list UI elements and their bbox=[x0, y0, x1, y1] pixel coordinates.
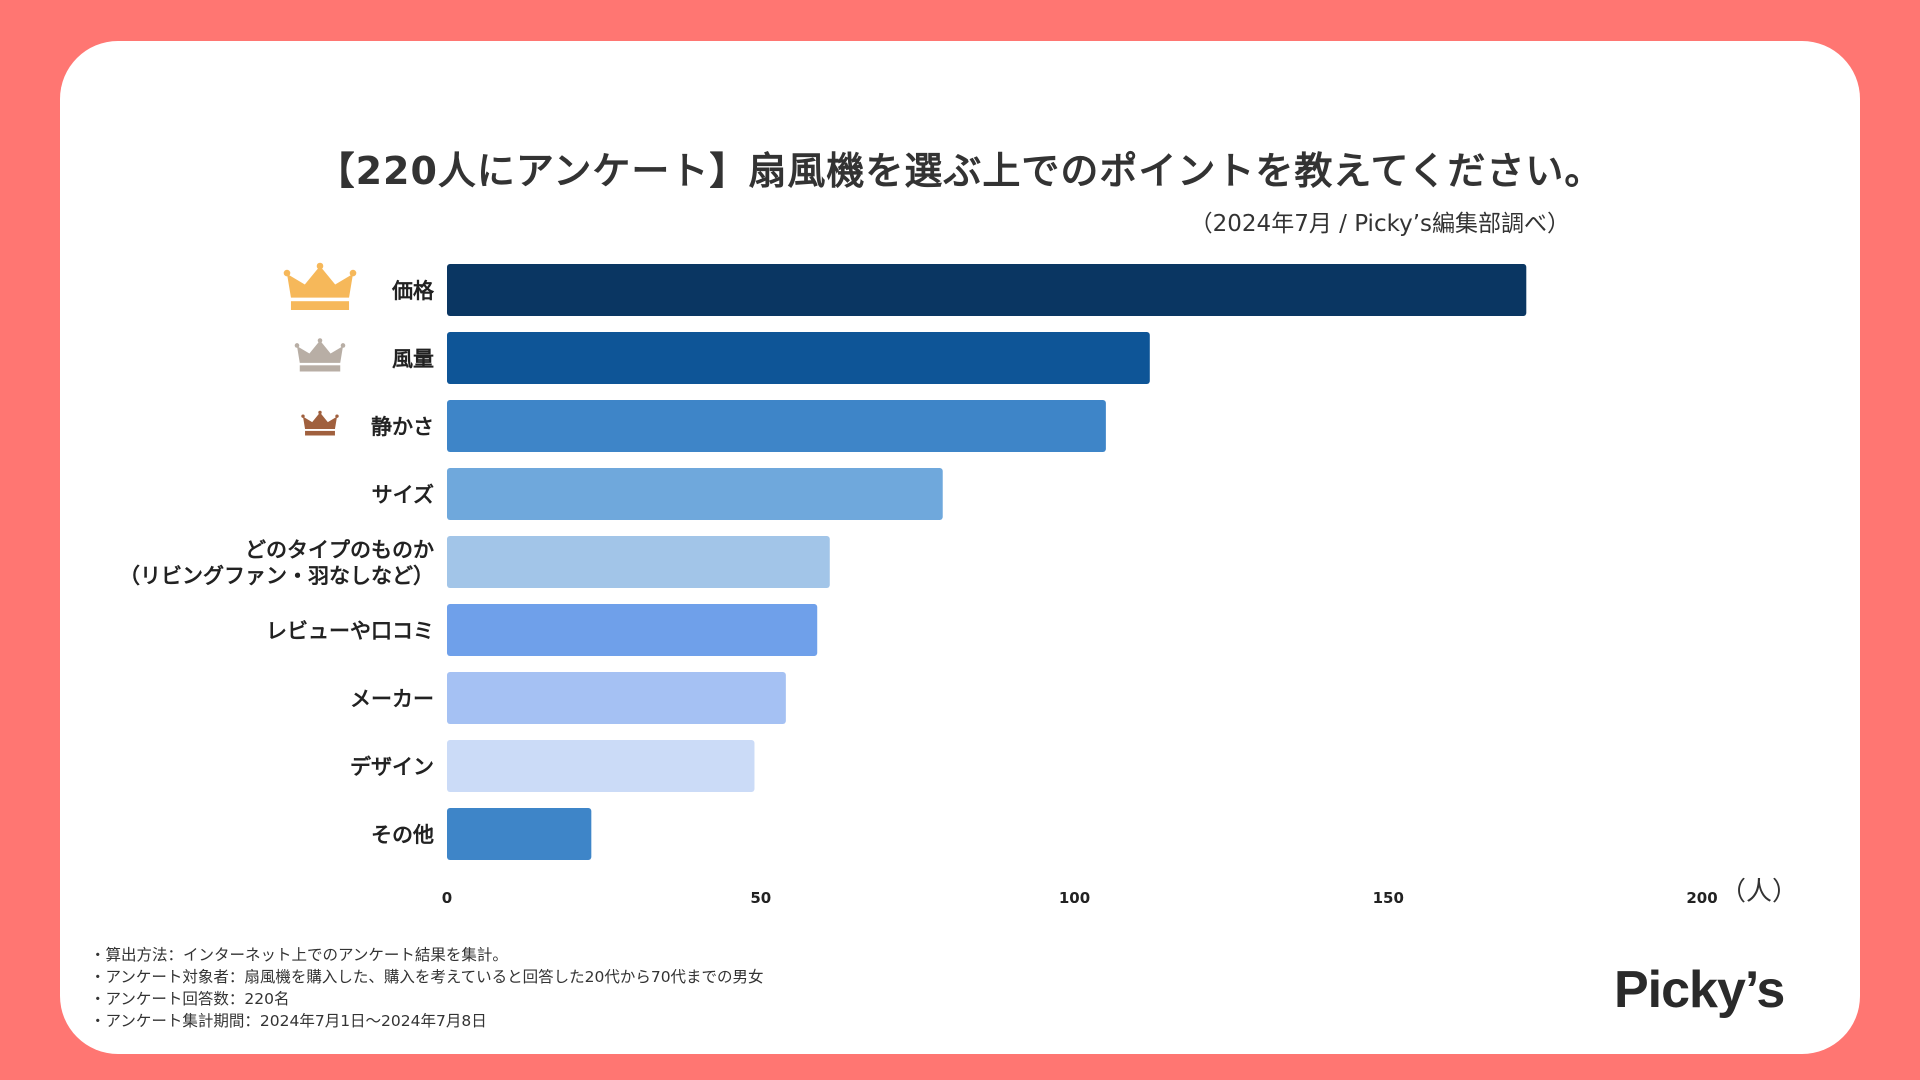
footnote-method: ・算出方法：インターネット上でのアンケート結果を集計。 bbox=[90, 946, 508, 964]
x-tick-100: 100 bbox=[1059, 889, 1090, 907]
category-label-0: 価格 bbox=[391, 279, 435, 303]
category-label-5: レビューや口コミ bbox=[266, 619, 434, 643]
x-tick-150: 150 bbox=[1373, 889, 1404, 907]
x-tick-200: 200 bbox=[1686, 889, 1717, 907]
footnotes: ・算出方法：インターネット上でのアンケート結果を集計。 ・アンケート対象者：扇風… bbox=[90, 944, 764, 1032]
chart-title: 【220人にアンケート】扇風機を選ぶ上でのポイントを教えてください。 bbox=[316, 149, 1604, 193]
bronze-crown-icon bbox=[301, 410, 339, 436]
x-axis-unit-label: （人） bbox=[1720, 877, 1798, 907]
category-label-4-line-1: （リビングファン・羽なしなど） bbox=[119, 564, 434, 588]
footnote-period: ・アンケート集計期間：2024年7月1日〜2024年7月8日 bbox=[90, 1012, 487, 1030]
category-label-1: 風量 bbox=[392, 347, 434, 371]
category-label-7: デザイン bbox=[350, 755, 434, 779]
gold-crown-icon bbox=[283, 262, 357, 310]
category-label-3: サイズ bbox=[372, 483, 434, 507]
bar-8 bbox=[447, 808, 592, 860]
silver-crown-icon bbox=[294, 338, 346, 372]
bar-1 bbox=[447, 332, 1150, 384]
category-label-6: メーカー bbox=[350, 687, 434, 711]
bar-2 bbox=[447, 400, 1106, 452]
footnote-target: ・アンケート対象者：扇風機を購入した、購入を考えていると回答した20代から70代… bbox=[90, 968, 764, 986]
x-tick-0: 0 bbox=[442, 889, 452, 907]
category-label-4-line-0: どのタイプのものか bbox=[245, 538, 434, 562]
chart-source: （2024年7月 / Picky’s編集部調べ） bbox=[1189, 211, 1570, 237]
bar-6 bbox=[447, 672, 786, 724]
bar-5 bbox=[447, 604, 818, 656]
content-card bbox=[60, 41, 1860, 1054]
footnote-count: ・アンケート回答数：220名 bbox=[90, 990, 290, 1008]
bar-4 bbox=[447, 536, 830, 588]
bar-0 bbox=[447, 264, 1527, 316]
bar-3 bbox=[447, 468, 943, 520]
category-label-2: 静かさ bbox=[371, 415, 434, 439]
category-label-8: その他 bbox=[371, 823, 434, 847]
bar-7 bbox=[447, 740, 755, 792]
x-tick-50: 50 bbox=[750, 889, 771, 907]
picky-logo: Picky’s bbox=[1614, 961, 1785, 1019]
